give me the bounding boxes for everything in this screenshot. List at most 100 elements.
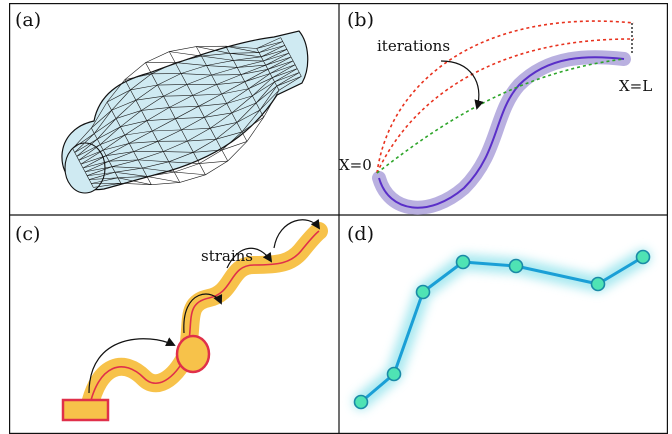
mesh-diagonal — [175, 116, 205, 119]
mesh-diagonal — [78, 149, 104, 161]
mesh-diagonal — [198, 103, 227, 107]
mesh-generator — [74, 41, 283, 153]
mesh-diagonal — [233, 60, 264, 62]
mesh-diagonal — [210, 122, 237, 129]
mesh-diagonal — [97, 126, 121, 140]
panel-d-label: (d) — [347, 223, 374, 245]
rod-centerline — [378, 56, 625, 209]
mesh-generator — [78, 49, 288, 161]
mesh-diagonal — [204, 112, 232, 118]
mesh-diagonal — [152, 129, 182, 132]
mesh-diagonal — [206, 65, 238, 68]
mesh-diagonal — [169, 51, 202, 57]
figure: (a) (b) iterations X=0 X=L (c) strains — [9, 3, 668, 434]
mesh-diagonal — [163, 95, 193, 97]
panel-b-label: (b) — [347, 9, 374, 31]
mesh-generator — [89, 68, 298, 180]
mesh-diagonal — [201, 55, 234, 61]
mesh-diagonal — [168, 161, 200, 164]
mesh-diagonal — [120, 120, 147, 128]
mesh-diagonal — [236, 109, 261, 123]
mesh-generator — [80, 52, 290, 165]
mesh-diagonal — [74, 138, 98, 153]
mesh-diagonal — [130, 84, 158, 91]
mesh-diagonal — [276, 76, 302, 87]
mesh-diagonal — [111, 99, 136, 111]
figure-svg: (a) (b) iterations X=0 X=L (c) strains — [9, 3, 668, 434]
mesh-diagonal — [72, 133, 95, 149]
mesh-diagonal — [135, 95, 164, 101]
rod-band — [372, 50, 631, 215]
mesh-diagonal — [85, 166, 113, 173]
mesh-diagonal — [82, 160, 110, 169]
chain-node — [353, 394, 369, 410]
iteration-red-2 — [376, 38, 635, 174]
panel-d: (d) — [347, 223, 651, 410]
mesh-generator — [72, 37, 281, 149]
mesh-diagonal — [237, 64, 266, 68]
mesh-diagonal — [270, 64, 296, 74]
mesh-diagonal — [221, 88, 249, 95]
mesh-generator — [76, 45, 285, 157]
mesh-diagonal — [225, 45, 260, 53]
mesh-diagonal — [138, 159, 169, 163]
panel-c: (c) strains — [15, 218, 328, 422]
rectangle-base-icon — [61, 398, 110, 422]
mesh-diagonal — [142, 167, 175, 173]
chain-node — [415, 284, 431, 300]
panel-a: (a) — [15, 9, 309, 194]
strain-arrow-4 — [273, 218, 321, 249]
mesh-diagonal — [112, 166, 143, 169]
mesh-diagonal — [267, 60, 294, 70]
mesh-diagonal — [80, 155, 107, 165]
mesh-diagonal — [193, 149, 222, 153]
strain-arrow-2 — [183, 293, 223, 334]
mesh-diagonal — [216, 131, 243, 140]
chain-node — [508, 258, 524, 274]
mesh-diagonal — [94, 118, 117, 134]
mesh-diagonal — [252, 81, 275, 97]
mesh-generator — [91, 72, 300, 184]
mesh-generator — [82, 56, 292, 169]
panel-grid — [9, 3, 668, 434]
mesh-generator — [93, 76, 302, 188]
mesh-diagonal — [187, 138, 217, 142]
mesh-diagonal — [181, 127, 211, 131]
mesh-diagonal — [255, 85, 277, 104]
mesh-diagonal — [157, 84, 187, 86]
mesh-diagonal — [109, 159, 139, 162]
panel-b: (b) iterations X=0 X=L — [339, 9, 652, 215]
mesh-cylinder — [61, 30, 309, 194]
mesh-diagonal — [106, 151, 134, 156]
mesh-end-cap — [64, 142, 106, 194]
mesh-diagonal — [196, 46, 230, 54]
mesh-diagonal — [163, 151, 194, 153]
iteration-red-1 — [376, 20, 635, 174]
mesh-diagonal — [256, 41, 283, 49]
mesh-diagonal — [192, 93, 222, 96]
chain-node — [455, 254, 471, 270]
mesh-diagonal — [117, 177, 152, 185]
mesh-diagonal — [229, 52, 262, 58]
mesh-generator — [84, 60, 294, 173]
mesh-diagonal — [244, 73, 271, 82]
mesh-diagonal — [241, 116, 264, 133]
mesh-diagonal — [107, 89, 131, 103]
mesh-diagonal — [174, 171, 206, 176]
mesh-diagonal — [175, 62, 207, 66]
mesh-diagonal — [274, 72, 300, 83]
mesh-diagonal — [240, 69, 268, 75]
chain-node — [386, 366, 402, 382]
chain-nodes — [353, 249, 651, 410]
mesh-diagonal — [216, 81, 245, 85]
mesh-diagonal — [146, 118, 176, 122]
chain-node — [590, 276, 606, 292]
panel-a-label: (a) — [15, 9, 41, 31]
mesh-diagonal — [221, 141, 248, 151]
mesh-diagonal — [100, 134, 125, 145]
strain-centerline — [88, 230, 320, 409]
mesh-diagonal — [248, 77, 273, 90]
mesh-diagonal — [124, 73, 152, 80]
mesh-diagonal — [91, 110, 112, 129]
mesh-diagonal — [146, 176, 180, 183]
